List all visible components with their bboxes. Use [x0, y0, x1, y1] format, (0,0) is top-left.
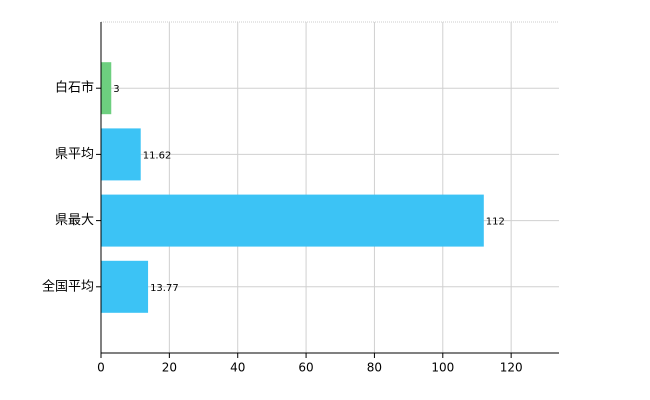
y-tick-label: 白石市: [55, 80, 94, 96]
bar: [101, 194, 484, 247]
value-label: 3: [113, 84, 119, 95]
value-label: 13.77: [150, 283, 179, 294]
bar: [101, 128, 141, 181]
x-tick-label: 100: [431, 361, 454, 375]
x-tick-label: 20: [162, 361, 177, 375]
y-tick-label: 県最大: [55, 213, 94, 228]
bar: [101, 62, 112, 115]
y-tick-label: 県平均: [55, 147, 94, 162]
x-tick-label: 60: [298, 361, 313, 375]
x-tick-label: 80: [367, 361, 382, 375]
x-tick-label: 120: [500, 361, 523, 375]
y-tick-label: 全国平均: [42, 278, 94, 294]
value-label: 112: [486, 217, 505, 228]
x-tick-label: 40: [230, 361, 245, 375]
bar: [101, 260, 149, 313]
value-label: 11.62: [143, 150, 172, 161]
x-tick-label: 0: [97, 361, 105, 375]
